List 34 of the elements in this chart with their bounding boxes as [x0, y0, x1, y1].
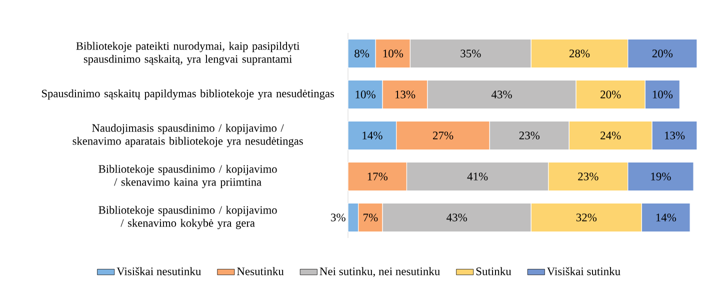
data-label: 8% — [354, 50, 370, 58]
data-label: 23% — [578, 172, 598, 180]
data-label: 41% — [467, 172, 488, 180]
data-label: 3% — [331, 214, 346, 222]
data-label: 13% — [395, 90, 416, 98]
data-label: 28% — [569, 50, 590, 58]
legend-label: Visiškai nesutinku — [116, 267, 201, 276]
legend-label: Nei sutinku, nei nesutinku — [320, 267, 440, 277]
y-tick-label: Bibliotekoje spausdinimo / kopijavimo / skenavimo kokybė yra gera — [98, 206, 277, 230]
data-label: 10% — [652, 90, 673, 98]
data-label: 23% — [519, 132, 540, 140]
legend-label: Sutinku — [476, 267, 512, 276]
data-label: 43% — [446, 214, 467, 222]
legend-label: Visiškai sutinku — [546, 267, 620, 276]
data-label: 43% — [491, 90, 512, 98]
data-label: 19% — [651, 172, 671, 180]
y-tick-label: Bibliotekoje spausdinimo / kopijavimo / skenavimo kaina yra priimtina — [98, 164, 277, 188]
data-label: 10% — [383, 50, 404, 58]
data-label: 10% — [356, 90, 376, 98]
data-label: 24% — [600, 132, 621, 140]
data-label: 32% — [576, 214, 597, 222]
data-label: 35% — [460, 50, 481, 58]
data-label: 20% — [600, 90, 621, 98]
y-tick-label: Bibliotekoje pateikti nurodymai, kaip pasipildyti spausdinimo sąskaitą, yra lengvai suprantami — [76, 42, 300, 66]
data-label: 13% — [664, 132, 685, 140]
y-tick-label: Spausdinimo sąskaitų papildymas bibliotekoje yra nesudėtingas — [42, 89, 334, 100]
y-tick-label: Naudojimasis spausdinimo / kopijavimo / skenavimo aparatais bibliotekoje yra nesudėtingas — [72, 124, 303, 148]
data-label: 17% — [368, 172, 388, 180]
data-label: 27% — [432, 132, 454, 140]
data-label: 14% — [362, 132, 382, 140]
data-label: 14% — [656, 214, 676, 222]
data-label: 20% — [652, 50, 673, 58]
legend-label: Nesutinku — [236, 267, 284, 276]
data-label: 7% — [364, 214, 378, 222]
